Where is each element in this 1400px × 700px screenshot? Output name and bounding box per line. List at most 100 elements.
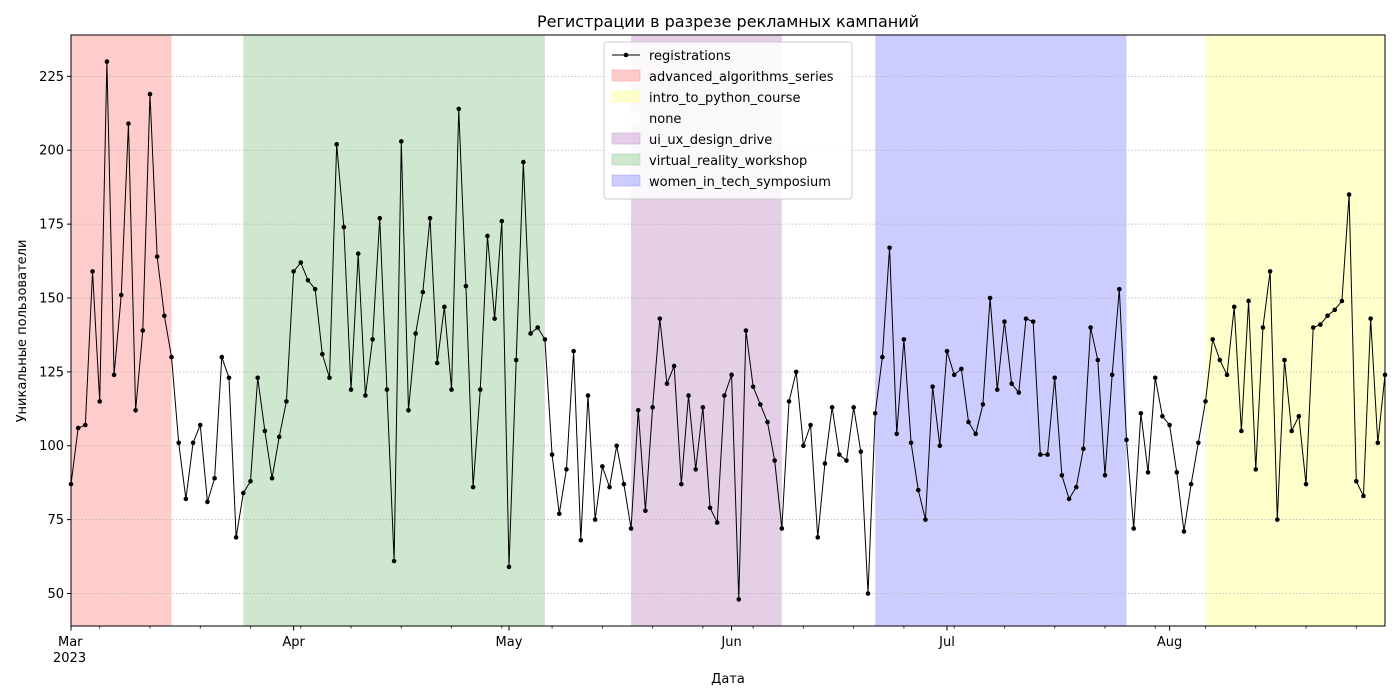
data-point [506,564,512,570]
data-point [162,313,167,319]
data-point [233,535,239,540]
data-point [750,384,756,389]
data-point [413,331,418,336]
data-point [836,452,842,457]
data-point [1059,472,1065,478]
data-point [183,496,189,502]
data-point [427,215,433,221]
data-point [1138,410,1144,416]
x-tick-label: Jun [720,635,741,650]
data-point [851,405,856,410]
y-tick-label: 50 [47,587,64,602]
data-point [219,354,225,360]
data-point [442,304,447,310]
y-tick-label: 225 [39,70,64,85]
data-point [1253,467,1259,472]
data-point [758,402,763,407]
legend-swatch-intro_to_python_course [611,90,641,103]
data-point [944,348,950,354]
x-axis-label: Дата [711,672,745,687]
x-tick-sublabel: 2023 [53,651,86,666]
data-point [1095,357,1101,363]
data-point [844,458,849,463]
data-point [1152,375,1158,381]
data-point [269,475,275,481]
data-point [607,484,612,490]
x-tick-label: May [496,635,523,650]
y-axis-label: Уникальные пользователи [15,240,30,423]
data-point [1224,372,1230,378]
data-point [1030,319,1036,324]
data-point [973,431,979,437]
data-point [212,475,217,481]
data-point [1160,413,1165,419]
data-point [391,558,397,564]
y-tick-label: 125 [39,365,64,380]
data-point [556,511,562,517]
series-line-registrations [70,61,1386,600]
data-point [370,337,375,342]
data-point [542,337,548,342]
data-point [176,440,182,446]
data-point [700,405,706,410]
data-point [327,375,332,381]
data-point [980,402,986,407]
data-point [614,443,620,449]
data-point [154,254,160,259]
data-point [126,121,131,126]
data-point [75,425,81,431]
data-point [241,490,246,496]
data-point [1210,337,1215,342]
data-point [743,328,749,333]
data-point [1016,390,1022,395]
data-point [908,440,914,446]
data-point [1145,470,1151,475]
data-point [262,428,268,434]
data-point [477,387,483,392]
y-axis: 50 75 100 125 150 175 200 225 [39,70,71,602]
data-point [1052,375,1058,381]
campaign-spans [71,35,1385,626]
legend-swatch-marker [623,52,629,58]
campaign-span-women_in_tech_symposium [875,35,1127,626]
x-tick-label: Apr [282,635,305,650]
data-point [1088,325,1093,330]
data-point [951,372,957,378]
legend-swatch-women_in_tech_symposium [611,174,641,187]
campaign-span-virtual_reality_workshop [243,35,545,626]
data-point [406,407,411,413]
data-point [90,269,95,274]
legend-swatch-advanced_algorithms_series [611,69,641,82]
data-point [1325,313,1330,319]
data-point [463,283,469,289]
data-point [1231,304,1237,310]
legend: registrations advanced_algorithms_seriesi… [603,41,853,200]
data-point [485,233,490,239]
x-tick-label: Jul [938,635,955,650]
data-point [664,381,670,386]
plot-frame [70,34,1386,627]
data-point [1339,298,1345,304]
data-point [592,517,598,522]
data-point [915,487,921,493]
data-point [1109,372,1115,378]
y-tick-label: 150 [39,291,64,306]
data-point [779,526,785,531]
data-point [348,387,354,392]
data-point [1181,529,1187,534]
data-point [786,399,792,404]
data-point [865,591,871,596]
legend-box [603,41,853,200]
data-point [1260,325,1266,330]
data-point [679,481,684,487]
y-tick-label: 75 [47,513,64,528]
data-point [255,375,260,381]
data-point [793,369,799,375]
data-point [499,218,505,224]
campaign-span-intro_to_python_course [1205,35,1385,626]
data-point [363,393,368,398]
data-point [1117,286,1122,292]
data-point [1009,381,1014,386]
data-point [377,215,383,221]
